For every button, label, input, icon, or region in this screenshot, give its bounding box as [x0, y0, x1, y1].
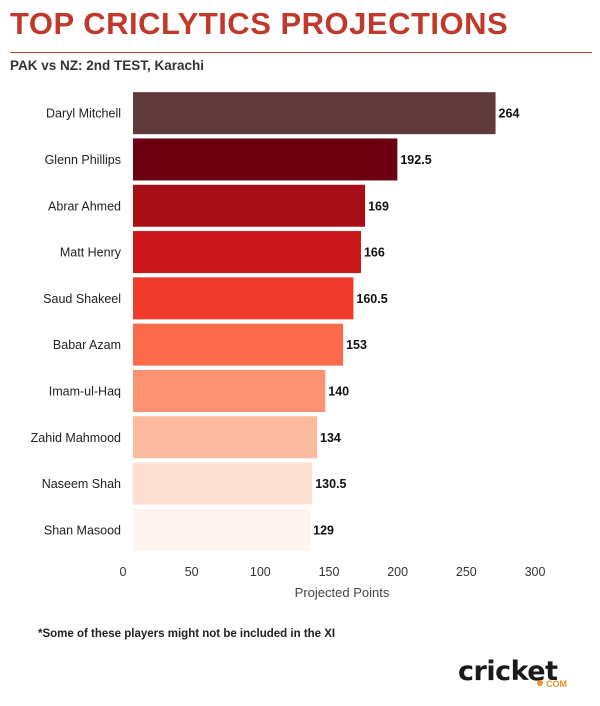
category-label: Shan Masood: [44, 523, 121, 537]
chart-title: TOP CRICLYTICS PROJECTIONS: [10, 6, 509, 41]
category-label: Matt Henry: [60, 246, 122, 260]
x-tick-label: 50: [185, 565, 199, 579]
value-label: 130.5: [315, 477, 346, 491]
category-label: Saud Shakeel: [43, 292, 121, 306]
category-label: Naseem Shah: [42, 477, 121, 491]
category-label: Abrar Ahmed: [48, 199, 121, 213]
category-label: Babar Azam: [53, 338, 121, 352]
bar-glenn-phillips: [133, 138, 398, 181]
value-label: 129: [313, 523, 334, 537]
value-label: 169: [368, 199, 389, 213]
x-tick-label: 300: [525, 565, 546, 579]
logo-dot: [537, 680, 543, 686]
bar-babar-azam: [133, 323, 344, 366]
value-label: 166: [364, 246, 385, 260]
category-label: Imam-ul-Haq: [49, 384, 121, 398]
cricket-com-logo: cricket COM: [458, 656, 574, 696]
value-label: 134: [320, 431, 341, 445]
bar-chart: Daryl Mitchell 264 Glenn Phillips 192.5 Abra…: [31, 92, 546, 600]
title-divider: [10, 52, 592, 53]
bar-daryl-mitchell: [133, 92, 496, 135]
x-axis-label: Projected Points: [295, 585, 390, 600]
category-label: Zahid Mahmood: [31, 431, 121, 445]
bar-zahid-mahmood: [133, 416, 318, 459]
chart-subtitle: PAK vs NZ: 2nd TEST, Karachi: [10, 58, 205, 73]
value-label: 153: [346, 338, 367, 352]
x-tick-label: 150: [319, 565, 340, 579]
bar-shan-masood: [133, 508, 311, 551]
footnote: *Some of these players might not be incl…: [38, 628, 336, 640]
x-tick-label: 0: [120, 565, 127, 579]
x-tick-label: 250: [456, 565, 477, 579]
bar-naseem-shah: [133, 462, 313, 505]
value-label: 264: [499, 107, 520, 121]
bar-saud-shakeel: [133, 277, 354, 320]
x-tick-label: 100: [250, 565, 271, 579]
logo-suffix: COM: [546, 679, 567, 689]
x-tick-label: 200: [387, 565, 408, 579]
value-label: 192.5: [400, 153, 431, 167]
bar-matt-henry: [133, 231, 361, 274]
value-label: 160.5: [356, 292, 387, 306]
value-label: 140: [328, 384, 349, 398]
category-label: Daryl Mitchell: [46, 107, 121, 121]
category-label: Glenn Phillips: [45, 153, 121, 167]
bar-abrar-ahmed: [133, 184, 366, 227]
bar-imam-ul-haq: [133, 369, 326, 412]
